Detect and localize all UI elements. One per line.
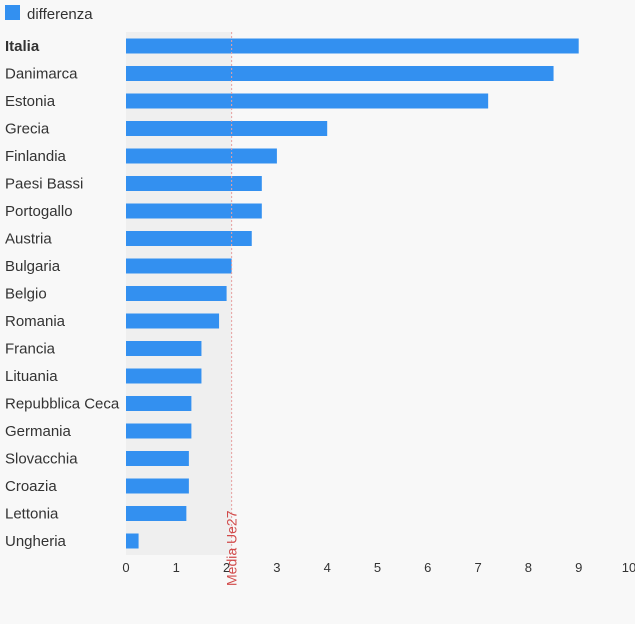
- x-tick-label: 3: [273, 560, 280, 575]
- bar-lituania[interactable]: [126, 368, 202, 384]
- bar-francia[interactable]: [126, 341, 202, 356]
- bar-paesi-bassi[interactable]: [126, 176, 262, 191]
- x-tick-label: 9: [575, 560, 582, 575]
- category-label: Belgio: [5, 286, 47, 303]
- category-label: Lituania: [5, 368, 58, 385]
- category-label: Paesi Bassi: [5, 176, 83, 193]
- bar-belgio[interactable]: [126, 286, 227, 301]
- category-label: Austria: [5, 231, 52, 248]
- reference-line-label: Media Ue27: [224, 510, 240, 586]
- bar-slovacchia[interactable]: [126, 451, 189, 466]
- category-label: Italia: [5, 38, 40, 55]
- legend-label: differenza: [27, 6, 93, 23]
- category-label: Portogallo: [5, 203, 73, 220]
- bar-germania[interactable]: [126, 423, 192, 439]
- x-tick-label: 6: [424, 560, 431, 575]
- x-tick-label: 2: [223, 560, 230, 575]
- category-label: Slovacchia: [5, 451, 78, 468]
- bar-ungheria[interactable]: [126, 533, 139, 549]
- category-label: Repubblica Ceca: [5, 396, 120, 413]
- bar-italia[interactable]: [126, 38, 579, 54]
- bar-croazia[interactable]: [126, 478, 189, 494]
- x-tick-label: 4: [324, 560, 331, 575]
- x-tick-label: 5: [374, 560, 381, 575]
- bar-bulgaria[interactable]: [126, 258, 232, 274]
- category-label: Ungheria: [5, 533, 67, 550]
- category-label: Estonia: [5, 93, 56, 110]
- bar-danimarca[interactable]: [126, 66, 554, 81]
- legend-swatch: [5, 5, 20, 20]
- bar-grecia[interactable]: [126, 121, 328, 136]
- bar-austria[interactable]: [126, 231, 252, 246]
- x-tick-label: 10: [622, 560, 635, 575]
- bar-estonia[interactable]: [126, 93, 489, 109]
- x-tick-label: 0: [122, 560, 129, 575]
- bar-finlandia[interactable]: [126, 148, 277, 164]
- legend: differenza: [5, 5, 93, 23]
- category-label: Germania: [5, 423, 72, 440]
- bar-romania[interactable]: [126, 313, 220, 329]
- x-tick-label: 1: [173, 560, 180, 575]
- x-tick-label: 8: [525, 560, 532, 575]
- bar-lettonia[interactable]: [126, 506, 187, 521]
- x-tick-label: 7: [474, 560, 481, 575]
- category-label: Danimarca: [5, 66, 78, 83]
- category-label: Bulgaria: [5, 258, 61, 275]
- category-label: Francia: [5, 341, 56, 358]
- category-label: Romania: [5, 313, 66, 330]
- category-label: Lettonia: [5, 506, 59, 523]
- bar-portogallo[interactable]: [126, 203, 262, 219]
- category-label: Finlandia: [5, 148, 67, 165]
- category-label: Grecia: [5, 121, 50, 138]
- category-label: Croazia: [5, 478, 57, 495]
- bar-repubblica-ceca[interactable]: [126, 396, 192, 411]
